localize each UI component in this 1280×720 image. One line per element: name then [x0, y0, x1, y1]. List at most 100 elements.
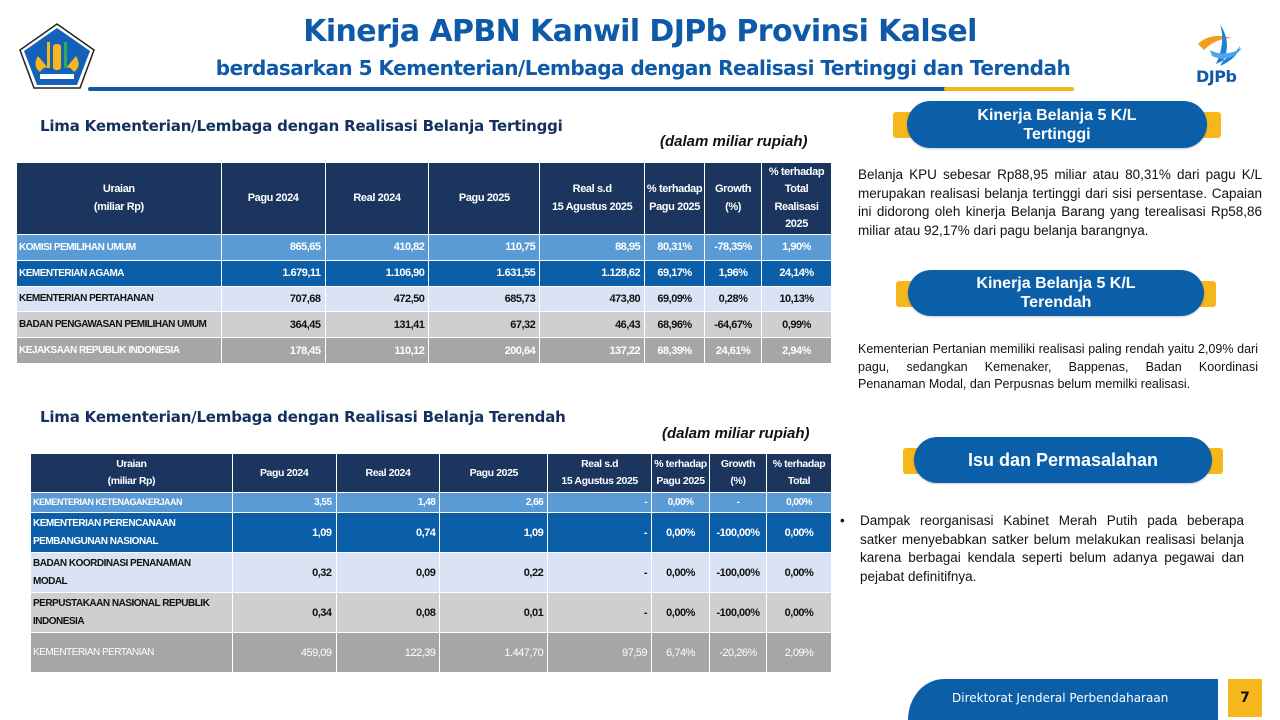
cell-real-2024: 1,48: [335, 492, 441, 513]
cell-real-2024: 0,74: [335, 512, 441, 553]
cell-name: KEMENTERIAN KETENAGAKERJAAN: [30, 492, 233, 513]
cell-pct-pagu: 0,00%: [651, 552, 710, 593]
top-table-title: Lima Kementerian/Lembaga dengan Realisas…: [40, 117, 563, 135]
cell-name: KEMENTERIAN PERTAHANAN: [16, 285, 222, 313]
lowest-performance-text: Kementerian Pertanian memiliki realisasi…: [858, 342, 1258, 391]
cell-pagu-2025: 200,64: [428, 337, 541, 364]
cell-pagu-2024: 0,34: [231, 592, 337, 633]
cell-pct-total: 0,00%: [765, 512, 833, 553]
cell-pagu-2025: 1,09: [439, 512, 549, 553]
cell-pagu-2025: 1.631,55: [428, 259, 541, 287]
cell-real-2024: 410,82: [324, 234, 430, 261]
header-pagu-2025: Pagu 2025: [439, 453, 549, 493]
cell-pct-pagu: 80,31%: [644, 234, 706, 261]
cell-pct-pagu: 68,96%: [644, 311, 706, 339]
cell-pct-total: 10,13%: [761, 285, 832, 313]
cell-pagu-2024: 1,09: [231, 512, 337, 553]
bottom-unit-note: (dalam miliar rupiah): [662, 425, 810, 442]
cell-growth: -20,26%: [709, 632, 767, 673]
title-underline-yellow: [944, 87, 1074, 91]
issues-list-item: Dampak reorganisasi Kabinet Merah Putih …: [860, 513, 1244, 584]
kemenkeu-logo-icon: [18, 22, 96, 90]
cell-pct-pagu: 0,00%: [651, 492, 710, 513]
cell-pagu-2025: 2,66: [439, 492, 549, 513]
cell-pct-pagu: 0,00%: [651, 592, 710, 633]
table-row: KEMENTERIAN PERTAHANAN 707,68 472,50 685…: [16, 285, 832, 313]
cell-pct-total: 0,00%: [765, 592, 833, 633]
cell-pct-pagu: 69,17%: [644, 259, 706, 287]
table-row: KEMENTERIAN PERTANIAN 459,09 122,39 1.44…: [30, 632, 833, 673]
cell-name: KEMENTERIAN PERENCANAAN PEMBANGUNAN NASIO…: [30, 512, 233, 553]
djpb-logo-text: DJPb: [1196, 67, 1237, 86]
issues-list: • Dampak reorganisasi Kabinet Merah Puti…: [840, 512, 1244, 586]
cell-growth: -64,67%: [704, 311, 763, 339]
cell-pagu-2025: 685,73: [428, 285, 541, 313]
header-real-sd: Real s.d 15 Agustus 2025: [547, 453, 653, 493]
header-pct-pagu: % terhadap Pagu 2025: [644, 162, 706, 235]
cell-real-2024: 131,41: [324, 311, 430, 339]
heading-pill: Kinerja Belanja 5 K/L Tertinggi: [907, 101, 1207, 148]
cell-pagu-2025: 110,75: [428, 234, 541, 261]
cell-growth: 0,28%: [704, 285, 763, 313]
cell-real-2024: 110,12: [324, 337, 430, 364]
table-row: BADAN KOORDINASI PENANAMAN MODAL 0,32 0,0…: [30, 552, 833, 593]
cell-pagu-2024: 865,65: [220, 234, 326, 261]
cell-real-sd: 97,59: [547, 632, 653, 673]
header-pct-total: % terhadap Total Realisasi 2025: [761, 162, 832, 235]
header-real-sd: Real s.d 15 Agustus 2025: [539, 162, 646, 235]
page-subtitle: berdasarkan 5 Kementerian/Lembaga dengan…: [215, 56, 1071, 80]
header-uraian: Uraian (miliar Rp): [16, 162, 222, 235]
table-row: BADAN PENGAWASAN PEMILIHAN UMUM 364,45 1…: [16, 311, 832, 339]
cell-name: KEMENTERIAN PERTANIAN: [30, 632, 233, 673]
header-pagu-2024: Pagu 2024: [231, 453, 337, 493]
heading-pill: Isu dan Permasalahan: [914, 437, 1212, 483]
page-title: Kinerja APBN Kanwil DJPb Provinsi Kalsel: [303, 14, 977, 49]
cell-pagu-2024: 1.679,11: [220, 259, 326, 287]
cell-growth: 1,96%: [704, 259, 763, 287]
cell-pagu-2024: 364,45: [220, 311, 326, 339]
cell-growth: 24,61%: [704, 337, 763, 364]
footer-bar: Direktorat Jenderal Perbendaharaan: [908, 679, 1218, 720]
cell-name: PERPUSTAKAAN NASIONAL REPUBLIK INDONESIA: [30, 592, 233, 633]
cell-name: KEMENTERIAN AGAMA: [16, 259, 222, 287]
cell-real-sd: -: [547, 552, 653, 593]
cell-real-2024: 1.106,90: [324, 259, 430, 287]
highest-performance-heading: Kinerja Belanja 5 K/L Tertinggi: [893, 101, 1221, 149]
top-unit-note: (dalam miliar rupiah): [660, 133, 808, 150]
table-row: KEJAKSAAN REPUBLIK INDONESIA 178,45 110,…: [16, 337, 832, 364]
cell-real-2024: 0,08: [335, 592, 441, 633]
cell-pct-total: 0,99%: [761, 311, 832, 339]
cell-real-sd: -: [547, 592, 653, 633]
cell-pct-total: 0,00%: [765, 492, 833, 513]
cell-pagu-2025: 1.447,70: [439, 632, 549, 673]
header-real-2024: Real 2024: [335, 453, 441, 493]
cell-real-sd: 137,22: [539, 337, 646, 364]
table-row: KOMISI PEMILIHAN UMUM 865,65 410,82 110,…: [16, 234, 832, 261]
cell-name: KEJAKSAAN REPUBLIK INDONESIA: [16, 337, 222, 364]
header-growth: Growth (%): [704, 162, 763, 235]
table-row: KEMENTERIAN AGAMA 1.679,11 1.106,90 1.63…: [16, 259, 832, 287]
cell-pct-pagu: 68,39%: [644, 337, 706, 364]
table-header-row: Uraian (miliar Rp) Pagu 2024 Real 2024 Pa…: [16, 162, 832, 235]
header-uraian: Uraian (miliar Rp): [30, 453, 233, 493]
cell-pagu-2024: 0,32: [231, 552, 337, 593]
header-pct-pagu: % terhadap Pagu 2025: [651, 453, 710, 493]
table-row: KEMENTERIAN KETENAGAKERJAAN 3,55 1,48 2,…: [30, 492, 833, 513]
cell-pct-total: 1,90%: [761, 234, 832, 261]
cell-real-2024: 472,50: [324, 285, 430, 313]
header-pagu-2025: Pagu 2025: [428, 162, 541, 235]
cell-real-2024: 122,39: [335, 632, 441, 673]
djpb-logo-icon: DJPb: [1190, 20, 1252, 92]
bullet-icon: •: [840, 513, 845, 528]
cell-name: BADAN KOORDINASI PENANAMAN MODAL: [30, 552, 233, 593]
highest-realization-table: Uraian (miliar Rp) Pagu 2024 Real 2024 Pa…: [16, 162, 832, 364]
header-pct-total: % terhadap Total: [765, 453, 833, 493]
cell-real-sd: 473,80: [539, 285, 646, 313]
cell-growth: -100,00%: [709, 552, 767, 593]
cell-pagu-2025: 0,22: [439, 552, 549, 593]
cell-real-2024: 0,09: [335, 552, 441, 593]
cell-growth: -100,00%: [709, 512, 767, 553]
cell-name: KOMISI PEMILIHAN UMUM: [16, 234, 222, 261]
cell-pagu-2025: 0,01: [439, 592, 549, 633]
cell-real-sd: 1.128,62: [539, 259, 646, 287]
